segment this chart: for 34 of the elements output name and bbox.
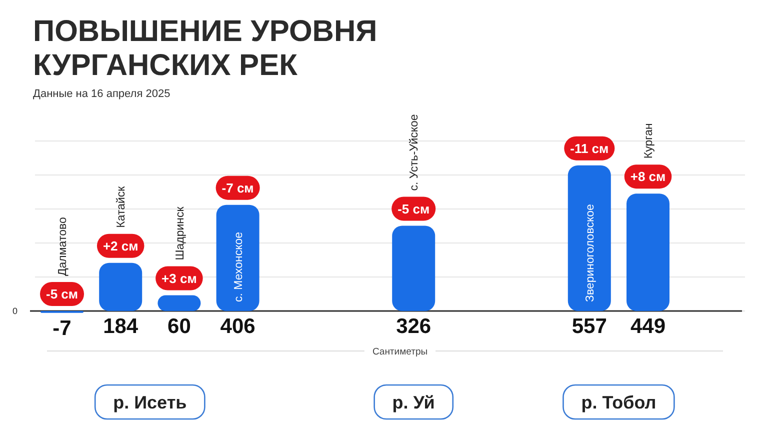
bar <box>626 194 670 311</box>
text: р. Тобол <box>581 392 656 412</box>
data-label: 184 <box>103 315 138 338</box>
text: 0 <box>12 306 18 316</box>
x-axis-title: Сантиметры <box>372 346 428 358</box>
x-tick-label: с. Мехонское <box>232 232 245 302</box>
data-label: -7 <box>52 316 72 340</box>
bar <box>158 295 201 311</box>
text: р. Уй <box>392 392 435 412</box>
bar <box>216 204 260 311</box>
bar <box>99 262 142 311</box>
chart-subtitle: Данные на 16 апреля 2025 <box>33 88 170 100</box>
text: р. Исеть <box>113 392 187 412</box>
data-label: 449 <box>630 315 666 338</box>
annotation: -5 см <box>46 286 78 302</box>
data-label: 326 <box>396 315 432 338</box>
data-label: 60 <box>168 315 191 338</box>
annotation: -5 см <box>398 201 430 216</box>
x-tick-label: Звериноголовское <box>584 204 597 302</box>
chart-title: ПОВЫШЕНИЕ УРОВНЯ КУРГАНСКИХ РЕК <box>33 15 378 82</box>
annotation: +8 см <box>630 169 666 184</box>
bar <box>568 165 611 311</box>
bar <box>392 226 436 311</box>
annotation: +3 см <box>162 270 197 286</box>
data-label: 406 <box>220 315 256 338</box>
annotation: -7 см <box>222 180 254 196</box>
x-tick-label: Курган <box>643 123 656 159</box>
x-tick-label: Далматово <box>57 217 70 276</box>
data-label: 557 <box>572 315 607 338</box>
x-tick-label: Шадринск <box>174 206 186 260</box>
x-tick-label: Катайск <box>116 185 128 228</box>
annotation: -11 см <box>570 141 609 156</box>
annotation: +2 см <box>102 238 138 254</box>
x-tick-label: с. Усть-Уйское <box>408 114 421 191</box>
